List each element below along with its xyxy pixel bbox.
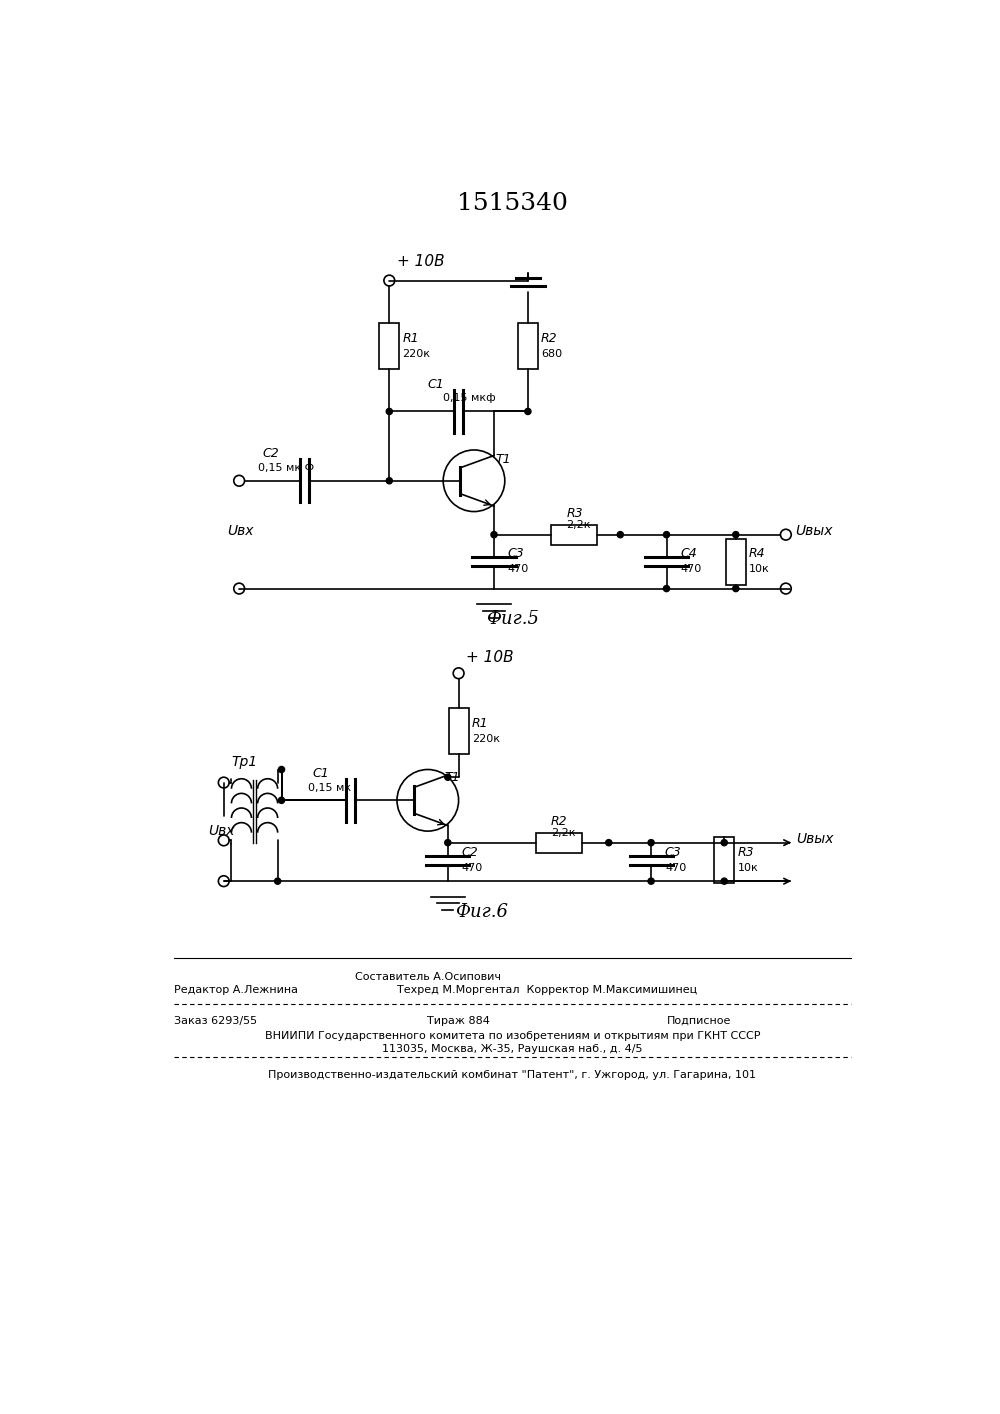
Text: 0,15 мк: 0,15 мк	[308, 783, 352, 793]
Text: R3: R3	[737, 846, 754, 860]
Text: R2: R2	[551, 814, 568, 827]
Text: C1: C1	[312, 766, 329, 781]
Text: C1: C1	[428, 378, 445, 392]
Text: 2,2к: 2,2к	[551, 829, 576, 839]
Text: Uвх: Uвх	[208, 824, 235, 839]
Text: 470: 470	[508, 564, 529, 574]
Circle shape	[234, 583, 245, 594]
Circle shape	[386, 409, 392, 414]
Circle shape	[525, 409, 531, 414]
Text: 680: 680	[541, 349, 562, 359]
Text: T1: T1	[445, 771, 460, 783]
Circle shape	[453, 667, 464, 679]
Text: 470: 470	[665, 863, 686, 872]
Text: C2: C2	[462, 846, 478, 860]
Text: + 10B: + 10B	[397, 253, 445, 269]
Text: 113035, Москва, Ж-35, Раушская наб., д. 4/5: 113035, Москва, Ж-35, Раушская наб., д. …	[382, 1045, 643, 1055]
Text: C3: C3	[665, 846, 682, 860]
Circle shape	[648, 840, 654, 846]
Text: Тр1: Тр1	[231, 755, 258, 769]
Circle shape	[733, 532, 739, 537]
Text: Фиг.5: Фиг.5	[486, 611, 539, 628]
Circle shape	[275, 878, 281, 884]
Text: 10к: 10к	[737, 863, 758, 872]
Text: Тираж 884: Тираж 884	[427, 1015, 490, 1027]
Text: C4: C4	[680, 547, 697, 560]
Circle shape	[218, 778, 229, 788]
Text: R1: R1	[472, 717, 488, 730]
Circle shape	[491, 532, 497, 537]
Text: 470: 470	[462, 863, 483, 872]
Circle shape	[663, 532, 670, 537]
Circle shape	[234, 475, 245, 486]
Circle shape	[617, 532, 623, 537]
Text: Заказ 6293/55: Заказ 6293/55	[174, 1015, 257, 1027]
Circle shape	[606, 840, 612, 846]
Text: Техред М.Моргентал  Корректор М.Максимишинец: Техред М.Моргентал Корректор М.Максимиши…	[397, 986, 697, 995]
Text: Фиг.6: Фиг.6	[455, 904, 508, 921]
Text: ВНИИПИ Государственного комитета по изобретениям и открытиям при ГКНТ СССР: ВНИИПИ Государственного комитета по изоб…	[265, 1031, 760, 1041]
Text: T1: T1	[496, 452, 511, 465]
Circle shape	[445, 840, 451, 846]
Text: Uвых: Uвых	[796, 831, 833, 846]
Bar	[551, 525, 597, 544]
Circle shape	[721, 878, 727, 884]
Text: Uвх: Uвх	[228, 523, 254, 537]
Circle shape	[648, 878, 654, 884]
Bar	[714, 837, 734, 884]
Text: 220к: 220к	[402, 349, 430, 359]
Text: Производственно-издательский комбинат "Патент", г. Ужгород, ул. Гагарина, 101: Производственно-издательский комбинат "П…	[268, 1070, 757, 1080]
Text: Подписное: Подписное	[666, 1015, 731, 1027]
Text: C2: C2	[262, 447, 279, 461]
Bar	[726, 539, 746, 585]
Circle shape	[780, 529, 791, 540]
Circle shape	[733, 585, 739, 591]
Bar	[379, 322, 399, 369]
Text: R1: R1	[402, 332, 419, 345]
Text: 2,2к: 2,2к	[566, 520, 591, 530]
Text: 220к: 220к	[472, 734, 500, 744]
Bar	[536, 833, 582, 853]
Text: 470: 470	[680, 564, 702, 574]
Text: R4: R4	[749, 547, 766, 560]
Circle shape	[218, 834, 229, 846]
Circle shape	[780, 583, 791, 594]
Circle shape	[663, 585, 670, 591]
Circle shape	[445, 773, 451, 781]
Circle shape	[278, 766, 285, 772]
Text: R3: R3	[566, 506, 583, 519]
Bar	[518, 322, 538, 369]
Text: 0,15 мк Ф: 0,15 мк Ф	[258, 464, 315, 474]
Text: C3: C3	[508, 547, 525, 560]
Text: Uвых: Uвых	[795, 523, 833, 537]
Text: 1515340: 1515340	[457, 192, 568, 215]
Text: 10к: 10к	[749, 564, 770, 574]
Circle shape	[721, 840, 727, 846]
Bar	[449, 708, 469, 754]
Text: + 10B: + 10B	[466, 650, 514, 666]
Text: R2: R2	[541, 332, 558, 345]
Circle shape	[386, 478, 392, 484]
Text: Редактор А.Лежнина: Редактор А.Лежнина	[174, 986, 298, 995]
Circle shape	[384, 276, 395, 286]
Circle shape	[218, 875, 229, 887]
Circle shape	[278, 797, 285, 803]
Text: Составитель А.Осипович: Составитель А.Осипович	[355, 971, 501, 981]
Text: 0,15 мкф: 0,15 мкф	[443, 393, 496, 403]
